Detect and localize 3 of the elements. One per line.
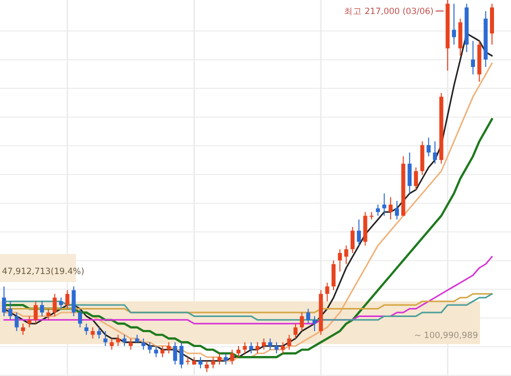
- band-label: ~ 100,990,989: [414, 331, 478, 342]
- annotation: 최고 217,000 (03/06): [344, 7, 434, 17]
- annotation: 47,912,713(19.4%): [2, 267, 84, 277]
